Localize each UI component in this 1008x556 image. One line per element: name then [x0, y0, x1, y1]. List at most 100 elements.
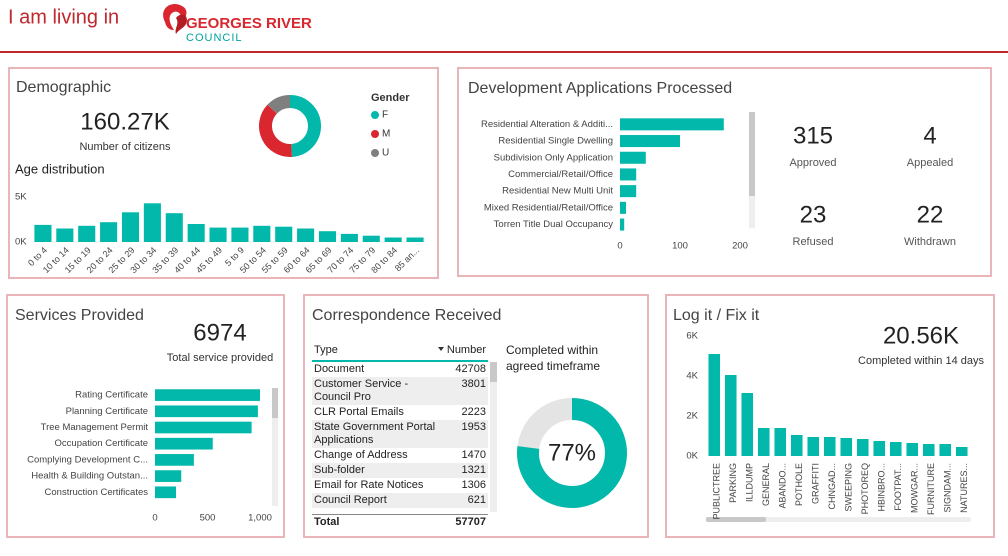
x-tick-label: ABANDO...	[778, 463, 788, 509]
scrollbar-thumb[interactable]	[706, 517, 766, 522]
x-tick-label: 200	[732, 241, 748, 252]
x-tick-label: PUBLICTREE	[712, 463, 722, 520]
bar	[362, 235, 380, 242]
panel-title: Log it / Fix it	[673, 307, 760, 324]
bar	[155, 405, 258, 418]
scrollbar-thumb[interactable]	[272, 388, 278, 418]
kpi-value: 22	[917, 201, 944, 228]
y-tick-label: 5K	[15, 192, 27, 203]
bar	[155, 470, 182, 482]
bar	[807, 437, 820, 456]
kpi-label: Refused	[793, 236, 834, 248]
table-body: Document 42708 Customer Service - Council …	[312, 362, 488, 510]
kpi-value: 23	[800, 201, 827, 228]
table-row: Change of Address 1470	[312, 448, 488, 463]
y-tick-label: Planning Certificate	[66, 406, 148, 417]
x-tick-label: MOWGAR...	[910, 463, 920, 513]
bar	[724, 375, 737, 456]
scrollbar[interactable]	[706, 517, 971, 522]
bar	[620, 185, 637, 198]
kpi-label: Withdrawn	[904, 236, 956, 248]
sort-icon	[437, 347, 444, 352]
bar	[620, 135, 680, 148]
panel-title: Services Provided	[15, 307, 144, 324]
kpi-value: 6974	[193, 319, 246, 346]
cell: Email for Rate Notices	[314, 479, 424, 491]
bar	[275, 226, 293, 242]
y-tick-label: Residential Single Dwelling	[498, 136, 613, 147]
bar	[121, 212, 140, 242]
y-tick-label: Construction Certificates	[45, 487, 149, 498]
x-tick-label: SIGNDAM...	[943, 463, 953, 513]
bar	[620, 151, 646, 164]
bar	[253, 225, 271, 242]
bar	[889, 442, 902, 456]
x-tick-label: GENERAL	[761, 463, 771, 506]
y-tick-label: Torren Title Dual Occupancy	[494, 219, 614, 230]
kpi-label: Total service provided	[167, 352, 273, 364]
y-tick-label: 0K	[15, 237, 27, 248]
bar	[187, 224, 205, 242]
bar	[155, 421, 252, 434]
table: Type Number Document 42708 Customer Service …	[312, 340, 488, 530]
bar	[143, 203, 161, 242]
x-tick-label: 0	[617, 241, 622, 252]
bar	[790, 435, 803, 456]
gauge-title-box: Completed within agreed timeframe	[506, 343, 600, 373]
kpi-label: Approved	[789, 157, 836, 169]
logo-icon	[163, 3, 187, 30]
bar	[840, 438, 853, 456]
x-tick-label: GRAFFITI	[811, 463, 821, 504]
scrollbar[interactable]	[490, 362, 497, 512]
kpi-value: 4	[923, 122, 936, 149]
y-tick-label: 6K	[686, 331, 698, 342]
x-tick-label: HBINBRO...	[877, 463, 887, 512]
legend-label: U	[382, 148, 389, 159]
kpi-label: Appealed	[907, 157, 954, 169]
y-tick-label: 4K	[686, 371, 698, 382]
x-tick-label: SWEEPING	[844, 463, 854, 512]
bar	[318, 231, 337, 242]
kpi-label: Number of citizens	[79, 141, 171, 153]
bar	[100, 222, 118, 242]
table-total: Total 57707	[312, 514, 488, 530]
cell: CLR Portal Emails	[314, 406, 404, 418]
y-tick-label: Complying Development C...	[27, 454, 148, 465]
bar	[757, 428, 770, 456]
cell: Sub-folder	[314, 464, 365, 476]
panel-title: Development Applications Processed	[468, 80, 732, 97]
bar	[906, 443, 919, 456]
cell: 1953	[461, 421, 486, 433]
bar	[708, 354, 721, 456]
cell: Total	[314, 516, 340, 528]
bar	[165, 213, 183, 242]
cell: 2223	[461, 406, 486, 418]
panel-title: Correspondence Received	[312, 307, 501, 324]
cell: Customer Service - Council Pro	[314, 378, 409, 403]
x-tick-label: ILLDUMP	[745, 463, 755, 502]
cell: Council Report	[314, 494, 387, 506]
x-tick-label: FOOTPAT...	[893, 463, 903, 511]
x-tick-label: 100	[672, 241, 688, 252]
column-header-text: Number	[446, 343, 486, 356]
scrollbar[interactable]	[272, 388, 278, 506]
legend-title: Gender	[371, 92, 410, 104]
legend-label: F	[382, 110, 388, 121]
table-row: Council Report 621	[312, 493, 488, 508]
table-row: Sub-folder 1321	[312, 463, 488, 478]
cell: 621	[467, 494, 486, 506]
x-tick-label: CHNGAD...	[827, 463, 837, 510]
panel	[8, 67, 439, 279]
table-header: Type Number	[312, 340, 488, 362]
cell: 1470	[461, 449, 486, 461]
scrollbar-thumb[interactable]	[749, 112, 755, 196]
cell: Change of Address	[314, 449, 408, 461]
x-tick-label: 1,000	[248, 513, 272, 524]
scrollbar-thumb[interactable]	[490, 362, 497, 382]
y-tick-label: Health & Building Outstan...	[31, 471, 148, 482]
y-tick-label: Residential New Multi Unit	[502, 186, 613, 197]
legend-marker	[371, 130, 379, 138]
bar	[34, 224, 52, 242]
